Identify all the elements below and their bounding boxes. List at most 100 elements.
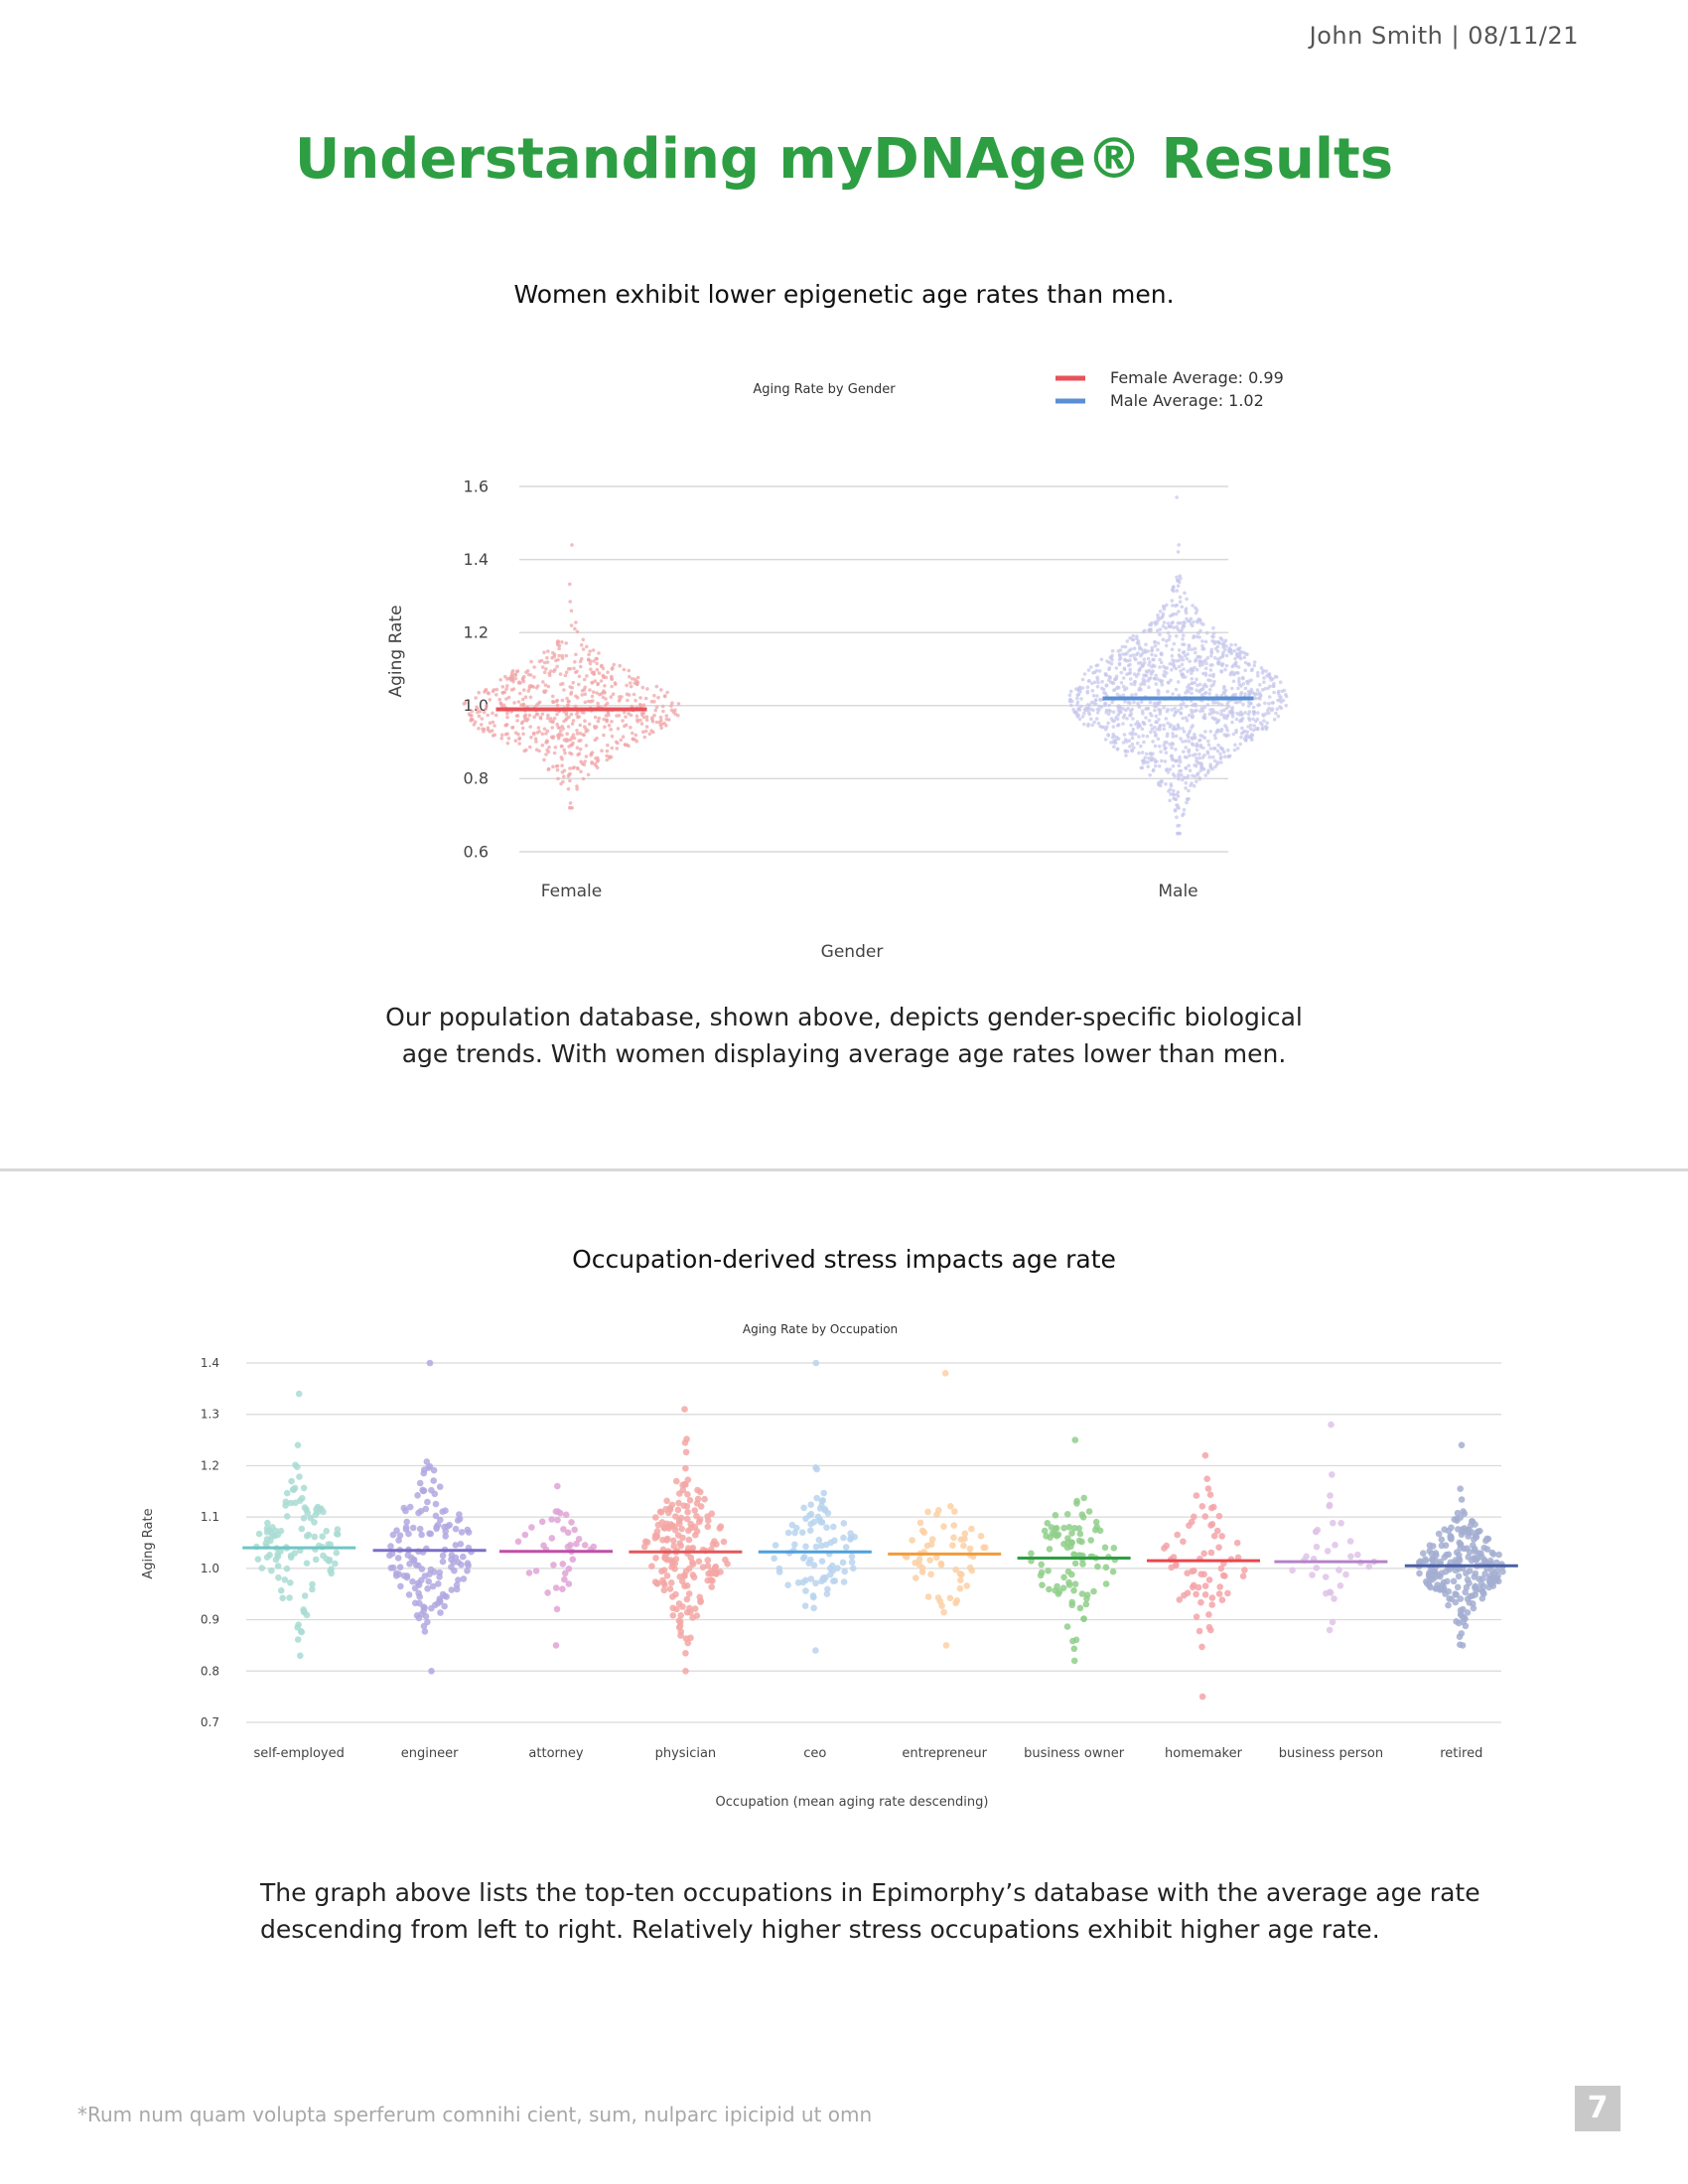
swarm-point xyxy=(1194,774,1197,778)
swarm-point xyxy=(802,1543,809,1551)
swarm-point xyxy=(603,684,607,688)
swarm-point xyxy=(1122,733,1127,737)
swarm-point xyxy=(1128,670,1133,675)
swarm-point xyxy=(303,1560,311,1567)
gender-caption: Our population database, shown above, de… xyxy=(0,999,1688,1072)
swarm-point xyxy=(1275,707,1280,712)
swarm-point xyxy=(1198,744,1203,748)
swarm-point xyxy=(611,692,616,696)
swarm-point xyxy=(1131,653,1136,657)
swarm-point xyxy=(1252,728,1256,733)
swarm-point xyxy=(583,719,587,723)
swarm-point xyxy=(1278,705,1282,709)
swarm-point xyxy=(1085,691,1090,695)
swarm-point xyxy=(588,688,592,692)
swarm-point xyxy=(460,1575,468,1582)
swarm-point xyxy=(1182,667,1186,671)
swarm-point xyxy=(591,690,596,694)
swarm-point xyxy=(1120,644,1125,649)
swarm-point xyxy=(545,748,549,752)
swarm-point xyxy=(1075,696,1079,701)
swarm-point xyxy=(674,1532,682,1539)
swarm-point xyxy=(1241,730,1246,735)
swarm-point xyxy=(677,1632,684,1639)
gender-y-ticks: 0.60.81.01.21.41.6 xyxy=(464,477,489,861)
swarm-point xyxy=(555,763,560,768)
swarm-point xyxy=(424,1585,431,1592)
swarm-point xyxy=(569,690,574,695)
swarm-point xyxy=(1195,748,1199,752)
swarm-point xyxy=(620,695,624,699)
swarm-point xyxy=(446,1521,454,1529)
gender-legend: Female Average: 0.99 Male Average: 1.02 xyxy=(1055,368,1284,410)
swarm-point xyxy=(1260,727,1265,732)
swarm-point xyxy=(628,674,632,679)
swarm-point xyxy=(627,712,631,716)
swarm-point xyxy=(683,1515,691,1523)
swarm-point xyxy=(1122,666,1127,670)
swarm-point xyxy=(1197,682,1202,687)
swarm-point xyxy=(491,711,494,716)
swarm-point xyxy=(1365,1563,1373,1570)
swarm-point xyxy=(654,684,659,689)
swarm-point xyxy=(389,1531,397,1539)
swarm-point xyxy=(1205,655,1210,660)
swarm-point xyxy=(428,1668,435,1675)
swarm-point xyxy=(1190,708,1194,713)
swarm-point xyxy=(1175,815,1179,819)
swarm-point xyxy=(1251,705,1256,710)
swarm-point xyxy=(566,703,570,707)
swarm-point xyxy=(1123,687,1127,692)
swarm-point xyxy=(1233,642,1238,647)
swarm-point xyxy=(578,723,583,728)
swarm-point xyxy=(1208,1504,1215,1512)
swarm-point xyxy=(1267,674,1272,679)
swarm-point xyxy=(1190,681,1195,685)
swarm-point xyxy=(1435,1571,1442,1579)
y-tick-label-3: 1.0 xyxy=(201,1562,219,1575)
swarm-point xyxy=(625,692,630,696)
swarm-point xyxy=(685,1536,693,1544)
swarm-point xyxy=(1188,768,1193,772)
swarm-point xyxy=(1210,634,1214,638)
swarm-point xyxy=(1267,672,1272,676)
swarm-point xyxy=(1092,680,1097,685)
swarm-point xyxy=(824,1585,831,1593)
swarm-point xyxy=(1190,687,1195,691)
swarm-point xyxy=(405,1591,413,1598)
swarm-point xyxy=(578,732,583,736)
swarm-point xyxy=(1171,604,1175,608)
swarm-point xyxy=(1221,750,1226,754)
swarm-point xyxy=(958,1570,965,1578)
swarm-point xyxy=(654,1521,662,1529)
swarm-point xyxy=(434,1599,442,1607)
swarm-point xyxy=(1179,669,1183,673)
swarm-point xyxy=(456,1511,463,1518)
swarm-point xyxy=(1111,725,1116,729)
swarm-point xyxy=(1249,736,1254,741)
swarm-point xyxy=(1071,1560,1079,1568)
swarm-point xyxy=(1219,670,1223,674)
swarm-point xyxy=(1085,685,1090,689)
swarm-point xyxy=(641,715,646,720)
swarm-point xyxy=(652,693,656,698)
swarm-point xyxy=(1472,1521,1478,1528)
swarm-point xyxy=(540,712,545,716)
swarm-point xyxy=(1154,733,1158,737)
swarm-point xyxy=(671,1566,678,1572)
swarm-point xyxy=(1185,755,1189,759)
swarm-point xyxy=(830,1523,837,1531)
swarm-point xyxy=(1157,764,1162,768)
swarm-point xyxy=(590,681,594,685)
category-label-5: entrepreneur xyxy=(902,1746,987,1761)
swarm-point xyxy=(1180,662,1185,667)
swarm-point xyxy=(415,1581,423,1588)
swarm-point xyxy=(1272,684,1276,689)
swarm-point xyxy=(1092,1526,1099,1534)
swarm-point xyxy=(1314,1526,1322,1534)
swarm-point xyxy=(1155,720,1159,725)
swarm-point xyxy=(1068,1601,1075,1609)
swarm-point xyxy=(568,1519,575,1526)
swarm-point xyxy=(277,1586,285,1594)
swarm-point xyxy=(1164,717,1169,721)
